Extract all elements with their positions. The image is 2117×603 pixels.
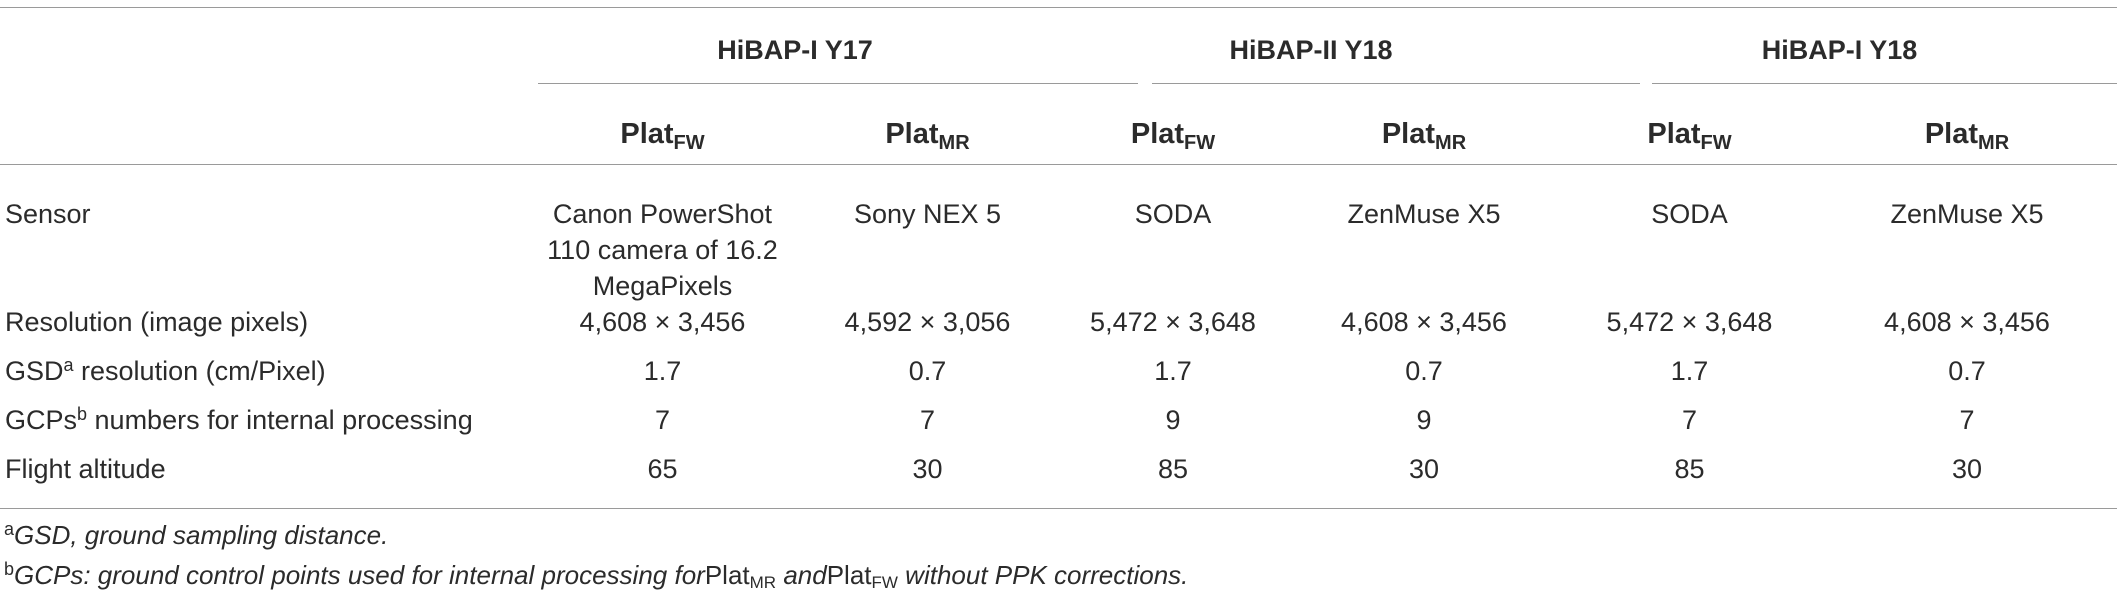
group-rule-2 [1152,83,1640,84]
table-cell: 85 [1157,454,1189,484]
table-row-sensor: Sensor Canon PowerShot 110 camera of 16.… [0,186,2117,304]
table-cell: 5,472 × 3,648 [1606,307,1773,337]
header-bottom-rule [0,164,2117,165]
row-label: Resolution (image pixels) [5,307,309,337]
table-cell: 85 [1674,454,1705,484]
table-cell: Canon PowerShot 110 camera of 16.2 MegaP… [547,199,778,301]
table-row-resolution: Resolution (image pixels) 4,608 × 3,456 … [0,304,2117,353]
platform-header: PlatFW [620,117,705,154]
footnotes: aGSD, ground sampling distance. bGCPs: g… [4,515,1188,595]
platform-ref: PlatMR [704,560,777,592]
table-cell: 30 [912,454,943,484]
table-cell: 4,608 × 3,456 [1884,307,2050,337]
platform-header: PlatFW [1130,117,1216,154]
platform-header: PlatFW [1647,117,1732,154]
group-header-row: HiBAP-I Y17 HiBAP-II Y18 HiBAP-I Y18 [0,8,2117,86]
table-cell: SODA [1134,199,1212,229]
table-cell: 30 [1951,454,1983,484]
row-label: Flight altitude [5,454,166,484]
table-row-altitude: Flight altitude 65 30 85 30 85 30 [0,451,2117,503]
group-header: HiBAP-I Y17 [717,34,873,65]
table-cell: 9 [1165,405,1181,435]
table-cell: 4,608 × 3,456 [1341,307,1507,337]
table-cell: 1.7 [1154,356,1192,386]
table-cell: ZenMuse X5 [1890,199,2044,229]
platform-header: PlatMR [1924,117,2010,154]
table-cell: 0.7 [1948,356,1986,386]
table-cell: Sony NEX 5 [853,199,1002,229]
data-table: HiBAP-I Y17 HiBAP-II Y18 HiBAP-I Y18 Pla… [0,8,2117,503]
platform-header-row: PlatFW PlatMR PlatFW PlatMR PlatFW PlatM… [0,86,2117,186]
footnote-b: bGCPs: ground control points used for in… [4,559,1189,592]
table-cell: 7 [654,405,671,435]
table-bottom-rule [0,508,2117,509]
platform-ref: PlatFW [826,560,898,592]
table-row-gsd: GSDa resolution (cm/Pixel) 1.7 0.7 1.7 0… [0,353,2117,402]
table-cell: 7 [919,405,936,435]
group-header: HiBAP-II Y18 [1229,34,1393,65]
row-label: Sensor [5,199,91,229]
row-label: GCPsb numbers for internal processing [5,404,473,435]
table-cell: 65 [647,454,678,484]
table-cell: 5,472 × 3,648 [1090,307,1256,337]
table-cell: 9 [1416,405,1432,435]
table-cell: 1.7 [1670,356,1709,386]
corner-cell [0,8,530,86]
table-cell: 4,608 × 3,456 [579,307,746,337]
table-cell: 0.7 [1405,356,1443,386]
group-header: HiBAP-I Y18 [1761,34,1918,65]
footnote-a: aGSD, ground sampling distance. [4,519,389,550]
group-rule-1 [538,83,1138,84]
table-cell: 30 [1408,454,1440,484]
table-cell: ZenMuse X5 [1347,199,1501,229]
corner-cell [0,86,530,186]
platform-header: PlatMR [885,117,970,154]
group-rule-3 [1652,83,2117,84]
top-rule [0,7,2117,8]
table-cell: 1.7 [643,356,682,386]
table-row-gcps: GCPsb numbers for internal processing 7 … [0,402,2117,451]
table-cell: 4,592 × 3,056 [844,307,1011,337]
table-cell: SODA [1651,199,1728,229]
table-cell: 7 [1959,405,1975,435]
table-cell: 0.7 [908,356,947,386]
table-cell: 7 [1681,405,1698,435]
row-label: GSDa resolution (cm/Pixel) [5,355,326,386]
platform-header: PlatMR [1381,117,1467,154]
